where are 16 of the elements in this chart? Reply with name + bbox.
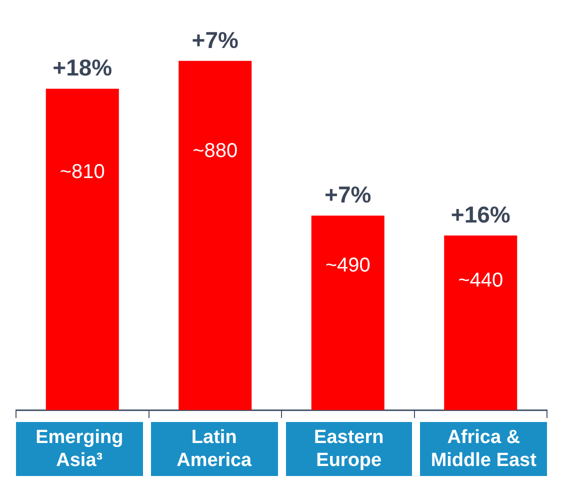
x-tick-label: Eastern Europe	[286, 422, 412, 476]
bar	[46, 88, 119, 410]
annotation: +7%	[324, 181, 372, 208]
annotation: +16%	[450, 201, 510, 228]
annotation: +7%	[192, 26, 238, 53]
x-tick-label: Latin America	[150, 422, 278, 476]
data-label: ~440	[458, 269, 504, 292]
bar	[178, 60, 252, 410]
data-label: ~810	[60, 160, 105, 183]
x-tick-label: Emerging Asia³	[16, 422, 143, 476]
x-tick-label: Africa & Middle East	[420, 422, 547, 476]
bar	[311, 216, 384, 410]
annotation: +18%	[52, 54, 112, 81]
data-label: ~490	[325, 254, 370, 277]
bar	[444, 235, 518, 410]
data-label: ~880	[192, 140, 238, 162]
